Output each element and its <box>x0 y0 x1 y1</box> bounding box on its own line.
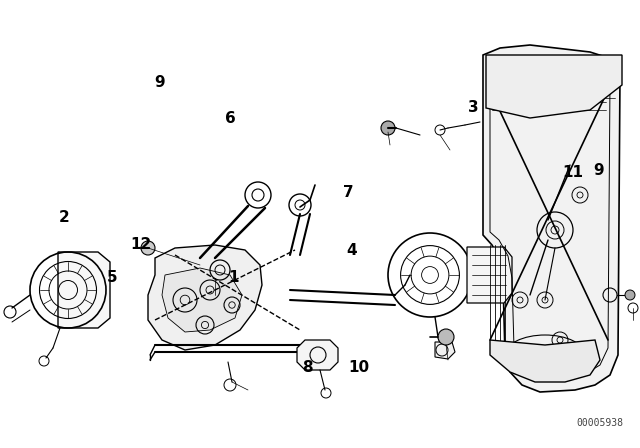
Text: 12: 12 <box>130 237 152 252</box>
Polygon shape <box>58 252 110 328</box>
Text: 1: 1 <box>228 270 239 285</box>
Text: 9: 9 <box>155 75 165 90</box>
Circle shape <box>141 241 155 255</box>
Text: 00005938: 00005938 <box>577 418 623 428</box>
Polygon shape <box>486 55 622 118</box>
Polygon shape <box>162 268 242 332</box>
Text: 3: 3 <box>468 100 479 115</box>
Text: 7: 7 <box>344 185 354 200</box>
Text: 8: 8 <box>302 360 312 375</box>
Circle shape <box>625 290 635 300</box>
Text: 2: 2 <box>59 210 69 225</box>
Text: 11: 11 <box>563 165 583 180</box>
Text: 9: 9 <box>593 163 604 178</box>
Polygon shape <box>297 340 338 370</box>
Polygon shape <box>467 247 512 303</box>
Polygon shape <box>490 340 600 382</box>
Text: 4: 4 <box>347 243 357 258</box>
Circle shape <box>381 121 395 135</box>
Text: 5: 5 <box>107 270 117 285</box>
Text: 6: 6 <box>225 111 236 126</box>
Polygon shape <box>435 342 455 359</box>
Text: 10: 10 <box>348 360 369 375</box>
Polygon shape <box>483 45 620 392</box>
Polygon shape <box>148 245 262 350</box>
Circle shape <box>438 329 454 345</box>
